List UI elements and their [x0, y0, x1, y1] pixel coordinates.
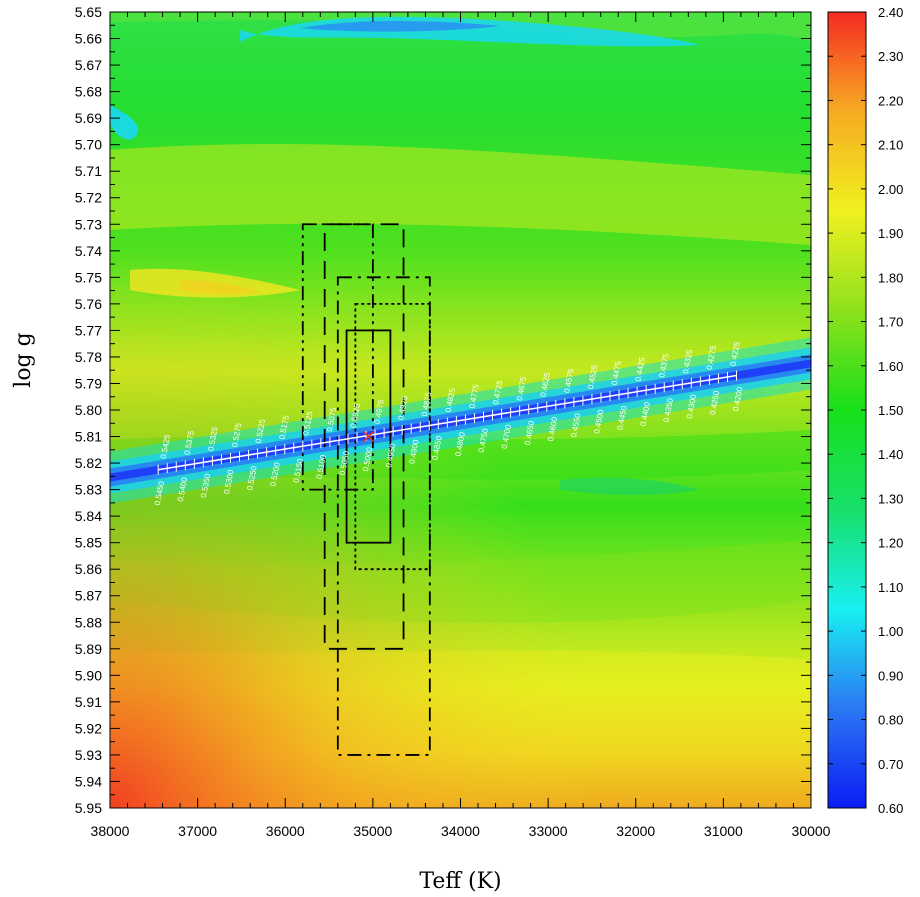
y-tick-label: 5.88	[75, 614, 102, 630]
y-tick-label: 5.72	[75, 190, 102, 206]
colorbar-tick-labels: 0.60 0.70 0.80 0.90 1.00 1.10 1.20 1.30 1.40 1.50…	[878, 5, 903, 816]
y-tick-label: 5.86	[75, 561, 102, 577]
best-fit-cross	[362, 431, 375, 443]
colorbar-ticks	[828, 11, 866, 809]
x-tick-label: 31000	[704, 823, 743, 839]
colorbar-tick-label: 2.00	[878, 182, 903, 197]
y-tick-label: 5.76	[75, 296, 102, 312]
y-tick-label: 5.73	[75, 216, 102, 232]
colorbar-gradient	[827, 11, 867, 809]
x-axis-title: Teff (K)	[419, 869, 501, 894]
y-tick-label: 5.85	[75, 535, 102, 551]
y-tick-label: 5.81	[75, 429, 102, 445]
error-box-dashdotdot	[301, 223, 374, 491]
y-tick-label: 5.82	[75, 455, 102, 471]
colorbar-tick-label: 1.20	[878, 536, 903, 551]
colorbar-tick-label: 2.20	[878, 93, 903, 108]
y-tick-label: 5.69	[75, 110, 102, 126]
y-tick-label: 5.68	[75, 84, 102, 100]
error-boxes	[301, 223, 431, 756]
error-box-dotted	[354, 302, 431, 571]
colorbar-tick-label: 1.10	[878, 580, 903, 595]
colorbar-tick-label: 1.50	[878, 403, 903, 418]
colorbar: 0.60 0.70 0.80 0.90 1.00 1.10 1.20 1.30 1.40 1.50…	[827, 5, 903, 816]
y-tick-label: 5.92	[75, 720, 102, 736]
y-tick-label: 5.66	[75, 31, 102, 47]
colorbar-tick-label: 1.80	[878, 270, 903, 285]
y-tick-label: 5.80	[75, 402, 102, 418]
axis-ticks	[109, 11, 812, 809]
colorbar-tick-label: 0.80	[878, 713, 903, 728]
y-tick-label: 5.83	[75, 482, 102, 498]
colorbar-tick-label: 0.90	[878, 668, 903, 683]
x-tick-label: 36000	[266, 823, 305, 839]
x-tick-label: 37000	[178, 823, 217, 839]
x-tick-label: 35000	[353, 823, 392, 839]
y-tick-label: 5.74	[75, 243, 102, 259]
y-tick-label: 5.87	[75, 588, 102, 604]
y-axis-title: log g	[11, 332, 36, 387]
y-tick-label: 5.90	[75, 667, 102, 683]
y-tick-label: 5.75	[75, 269, 102, 285]
colorbar-tick-label: 1.70	[878, 315, 903, 330]
y-tick-label: 5.89	[75, 641, 102, 657]
error-box-dashdot	[336, 276, 431, 756]
y-tick-label: 5.95	[75, 800, 102, 816]
x-tick-labels: 38000 37000 36000 35000 34000 33000 32000 31000…	[91, 823, 831, 839]
y-tick-label: 5.93	[75, 747, 102, 763]
y-tick-label: 5.84	[75, 508, 102, 524]
y-tick-label: 5.94	[75, 773, 102, 789]
heatmap-plot-area	[110, 12, 811, 808]
y-tick-label: 5.71	[75, 163, 102, 179]
x-tick-label: 32000	[616, 823, 655, 839]
error-box-solid	[345, 329, 392, 544]
colorbar-tick-label: 0.70	[878, 757, 903, 772]
y-tick-label: 5.77	[75, 322, 102, 338]
y-tick-label: 5.65	[75, 4, 102, 20]
y-tick-label: 5.70	[75, 137, 102, 153]
colorbar-tick-label: 2.30	[878, 49, 903, 64]
y-tick-label: 5.67	[75, 57, 102, 73]
error-box-dash	[323, 223, 405, 650]
colorbar-tick-label: 1.30	[878, 491, 903, 506]
x-tick-label: 30000	[792, 823, 831, 839]
y-tick-label: 5.79	[75, 375, 102, 391]
y-tick-label: 5.91	[75, 694, 102, 710]
y-tick-labels: 5.65 5.66 5.67 5.68 5.69 5.70 5.71 5.72 5.73 5.74…	[75, 4, 102, 816]
colorbar-tick-label: 1.40	[878, 447, 903, 462]
x-tick-label: 34000	[441, 823, 480, 839]
colorbar-tick-label: 2.10	[878, 138, 903, 153]
best-fit-marker	[362, 431, 375, 443]
colorbar-tick-label: 0.60	[878, 801, 903, 816]
colorbar-tick-label: 1.90	[878, 226, 903, 241]
colorbar-tick-label: 2.40	[878, 5, 903, 20]
colorbar-tick-label: 1.00	[878, 624, 903, 639]
x-tick-label: 33000	[529, 823, 568, 839]
x-tick-label: 38000	[91, 823, 130, 839]
colorbar-tick-label: 1.60	[878, 359, 903, 374]
y-tick-label: 5.78	[75, 349, 102, 365]
